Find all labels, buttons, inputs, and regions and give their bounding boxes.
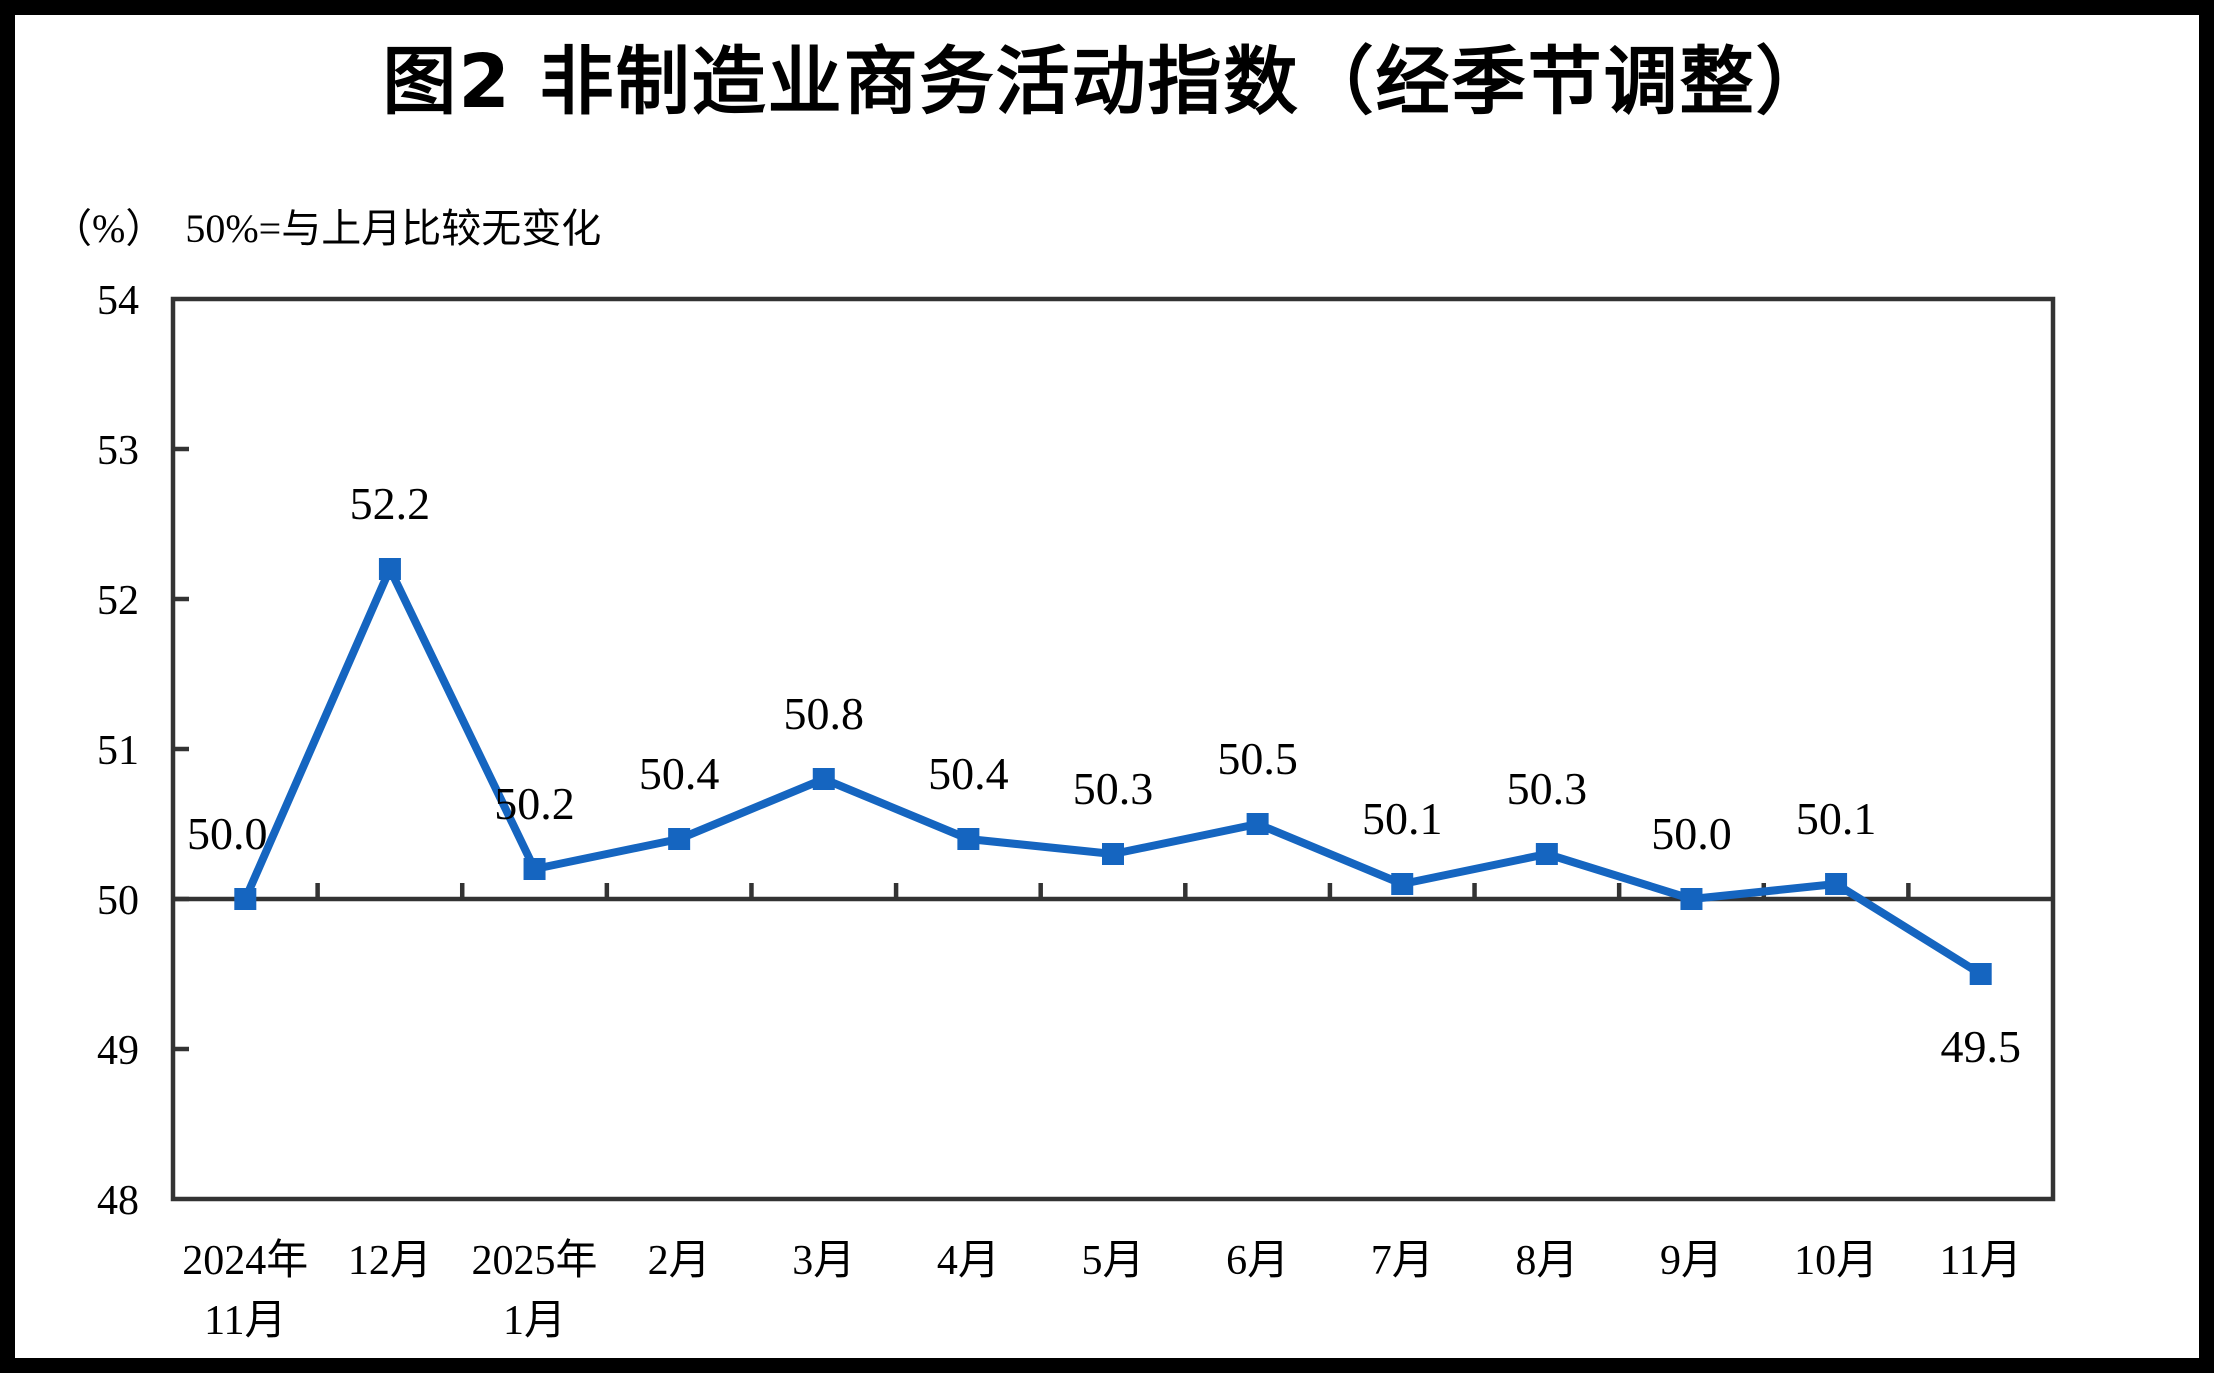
data-point-label: 50.2 xyxy=(494,778,575,829)
data-point-label: 50.3 xyxy=(1507,763,1588,814)
data-point-marker xyxy=(1246,813,1269,835)
data-point-marker xyxy=(1969,963,1992,985)
x-tick-label: 2月 xyxy=(648,1238,711,1284)
x-tick-label: 5月 xyxy=(1081,1238,1144,1284)
y-tick-label: 51 xyxy=(97,728,139,774)
x-tick-label: 6月 xyxy=(1226,1238,1289,1284)
x-tick-label: 12月 xyxy=(348,1238,432,1284)
data-point-marker xyxy=(812,768,835,790)
data-point-label: 50.3 xyxy=(1073,763,1154,814)
data-point-label: 49.5 xyxy=(1940,1021,2021,1072)
data-point-marker xyxy=(234,888,257,910)
y-tick-label: 50 xyxy=(97,878,139,924)
data-point-label: 50.4 xyxy=(639,748,720,799)
data-point-marker xyxy=(1680,888,1703,910)
x-tick-label: 7月 xyxy=(1371,1238,1434,1284)
y-tick-label: 54 xyxy=(97,278,139,324)
data-point-marker xyxy=(523,858,546,880)
data-point-label: 50.8 xyxy=(784,688,865,739)
x-tick-label: 11月 xyxy=(204,1298,286,1344)
y-axis-unit-note: （%） 50%=与上月比较无变化 xyxy=(52,206,602,251)
data-point-marker xyxy=(378,558,401,580)
y-tick-label: 52 xyxy=(97,578,139,624)
data-point-label: 50.5 xyxy=(1217,733,1298,784)
data-point-label: 50.0 xyxy=(1651,808,1732,859)
x-tick-label: 8月 xyxy=(1515,1238,1578,1284)
y-tick-label: 48 xyxy=(97,1178,139,1224)
data-point-label: 50.1 xyxy=(1362,793,1443,844)
data-point-marker xyxy=(1825,873,1848,895)
plot-area-border xyxy=(170,296,2056,1202)
data-point-marker xyxy=(957,828,980,850)
x-tick-label: 9月 xyxy=(1660,1238,1723,1284)
x-tick-label: 4月 xyxy=(937,1238,1000,1284)
y-tick-label: 49 xyxy=(97,1028,139,1074)
data-point-label: 50.0 xyxy=(187,808,268,859)
chart-title: 图2 非制造业商务活动指数（经季节调整） xyxy=(382,39,1832,125)
x-tick-label: 11月 xyxy=(1939,1238,2021,1284)
y-tick-label: 53 xyxy=(97,428,139,474)
x-tick-label: 2025年 xyxy=(472,1237,598,1284)
data-point-marker xyxy=(1102,843,1124,865)
data-point-label: 50.4 xyxy=(928,748,1009,799)
data-point-marker xyxy=(1391,873,1414,895)
x-tick-label: 2024年 xyxy=(182,1237,308,1284)
x-tick-label: 1月 xyxy=(503,1298,566,1344)
x-tick-label: 10月 xyxy=(1794,1238,1878,1284)
data-point-marker xyxy=(668,828,691,850)
data-point-marker xyxy=(1535,843,1558,865)
data-point-label: 50.1 xyxy=(1796,793,1877,844)
data-point-label: 52.2 xyxy=(350,478,431,529)
x-tick-label: 3月 xyxy=(792,1238,855,1284)
